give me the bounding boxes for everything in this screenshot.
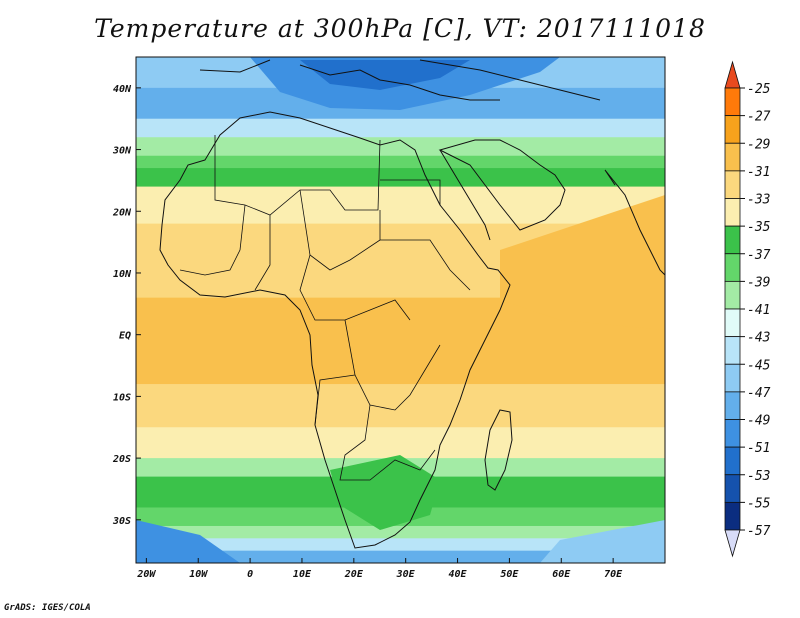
lon-tick-label: 30E: [396, 569, 416, 580]
lat-tick-label: 30S: [112, 516, 131, 527]
colorbar-max-arrow: [724, 60, 741, 89]
lon-tick-label: 50E: [500, 569, 519, 580]
colorbar-label: -41: [747, 303, 770, 318]
country-borders: [179, 135, 471, 481]
colorbar: -25 -27 -29 -31 -33 -35 -37 -39 -41 -43 -45 -47 -49 -…: [724, 60, 771, 558]
temperature-band: [136, 186, 665, 225]
temperature-band: [136, 427, 665, 459]
cold-patch-north-core: [300, 60, 470, 90]
madagascar-coastline: [484, 409, 513, 491]
colorbar-label: -37: [747, 248, 771, 263]
colorbar-segment: [724, 253, 741, 282]
colorbar-label: -53: [747, 469, 770, 484]
colorbar-label: -39: [747, 275, 770, 290]
mediterranean-coastline: [199, 59, 601, 101]
lat-tick-label: EQ: [119, 331, 131, 342]
colorbar-label: -35: [747, 220, 771, 235]
colorbar-segment: [724, 198, 741, 227]
temperature-band: [136, 525, 665, 539]
lon-tick-label: 60E: [552, 569, 571, 580]
temperature-band: [136, 168, 665, 188]
africa-coastline: [159, 111, 511, 549]
lat-tick-label: 30N: [112, 146, 132, 157]
lon-tick-label: 10E: [293, 569, 312, 580]
lon-tick-label: 20E: [344, 569, 364, 580]
colorbar-label: -31: [747, 165, 770, 180]
temperature-field: [136, 57, 665, 563]
lon-tick-label: 0: [247, 569, 253, 580]
colorbar-label: -43: [747, 331, 770, 346]
map-title: Temperature at 300hPa [C], VT: 201711101…: [94, 14, 706, 43]
colorbar-label: -45: [747, 358, 771, 373]
colorbar-label: -29: [747, 137, 770, 152]
lat-tick-label: 10S: [113, 392, 131, 403]
colorbar-segment: [724, 336, 741, 365]
colorbar-segment: [724, 87, 741, 117]
colorbar-label: -47: [747, 386, 771, 401]
longitude-axis: 20W 10W 0 10E 20E 30E 40E 50E 60E 70E: [136, 558, 623, 580]
colorbar-label: -57: [747, 524, 771, 539]
colorbar-label: -27: [747, 110, 771, 125]
temperature-band: [136, 538, 665, 552]
colorbar-segment: [724, 391, 741, 420]
temperature-band: [136, 384, 665, 428]
grads-credit: GrADS: IGES/COLA: [4, 603, 91, 613]
lat-tick-label: 40N: [113, 84, 132, 95]
latitude-axis: 40N 30N 20N 10N EQ 10S 20S 30S: [112, 84, 141, 527]
colorbar-segment: [724, 142, 741, 172]
plot-frame: [135, 56, 666, 564]
lat-tick-label: 20S: [112, 454, 131, 465]
temperature-band: [136, 137, 665, 157]
colorbar-label: -25: [747, 82, 771, 97]
lat-tick-label: 10N: [113, 269, 132, 280]
cold-patch-southeast: [540, 520, 665, 563]
colorbar-segment: [724, 419, 741, 448]
lon-tick-label: 10W: [189, 569, 208, 580]
colorbar-segment: [724, 115, 741, 144]
cool-patch-southern-africa: [330, 455, 440, 530]
lon-tick-label: 40E: [449, 569, 468, 580]
temperature-band: [136, 550, 665, 563]
colorbar-segment: [724, 363, 741, 393]
lat-tick-label: 20N: [112, 207, 132, 218]
temperature-band: [136, 118, 665, 138]
india-coastline: [604, 169, 665, 276]
colorbar-label: -51: [747, 441, 770, 456]
colorbar-min-arrow: [724, 529, 741, 558]
colorbar-segment: [724, 280, 741, 310]
arabian-peninsula-coastline: [438, 139, 566, 231]
colorbar-segment: [724, 308, 741, 338]
red-sea-coastline: [439, 149, 491, 241]
lon-tick-label: 70E: [604, 569, 623, 580]
colorbar-segment: [724, 474, 741, 503]
lon-tick-label: 20W: [136, 569, 156, 580]
cold-patch-southwest: [136, 520, 240, 563]
colorbar-segment: [724, 501, 741, 531]
colorbar-label: -55: [747, 496, 771, 511]
coastlines: [159, 59, 665, 549]
colorbar-segment: [724, 446, 741, 476]
colorbar-segment: [724, 170, 741, 199]
colorbar-segment: [724, 225, 741, 255]
warm-tongue-arabian-sea: [500, 195, 665, 330]
colorbar-label: -33: [747, 193, 770, 208]
colorbar-label: -49: [747, 414, 770, 429]
